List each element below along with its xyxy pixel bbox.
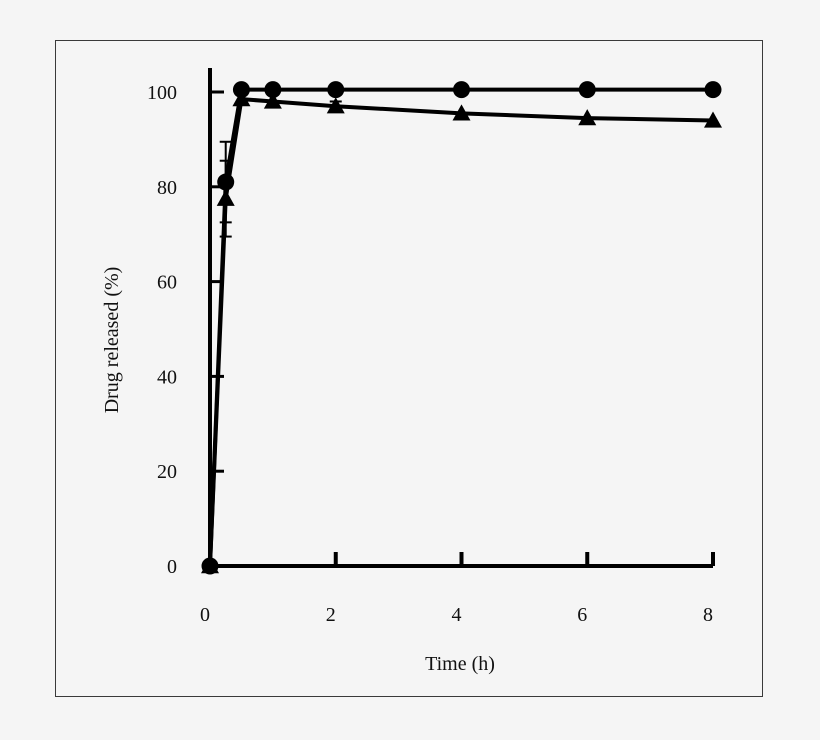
data-point	[327, 81, 345, 99]
data-point	[326, 97, 345, 114]
data-point	[704, 81, 722, 99]
data-point	[578, 109, 597, 126]
x-axis-title: Time (h)	[425, 653, 495, 675]
series-triangle	[201, 90, 722, 574]
y-tick-label: 80	[157, 177, 177, 199]
y-tick-label: 60	[157, 272, 177, 294]
data-point	[264, 81, 282, 99]
y-tick-label: 20	[157, 461, 177, 483]
y-axis-title: Drug released (%)	[101, 267, 123, 414]
series-line	[208, 87, 713, 567]
series-layer	[201, 81, 722, 575]
y-tick-label: 40	[157, 366, 177, 388]
x-tick-label: 2	[326, 604, 336, 626]
data-point	[232, 90, 251, 107]
data-point	[704, 111, 722, 128]
y-tick-label: 100	[147, 82, 177, 104]
x-tick-label: 0	[200, 604, 210, 626]
x-tick-label: 8	[703, 604, 713, 626]
data-point	[232, 81, 250, 99]
data-point	[201, 557, 219, 574]
x-tick-label: 6	[577, 604, 587, 626]
series-line	[208, 97, 714, 567]
chart-frame	[55, 40, 763, 697]
axes: 0 20 40 60 80 100 0 2 4 6 8	[147, 68, 715, 626]
data-point	[452, 104, 471, 121]
data-point	[216, 189, 235, 206]
data-point	[578, 81, 596, 99]
series-circle	[201, 81, 722, 575]
x-tick-label: 4	[452, 604, 462, 626]
y-tick-label: 0	[167, 556, 177, 578]
data-point	[453, 81, 470, 99]
data-point	[263, 92, 282, 109]
